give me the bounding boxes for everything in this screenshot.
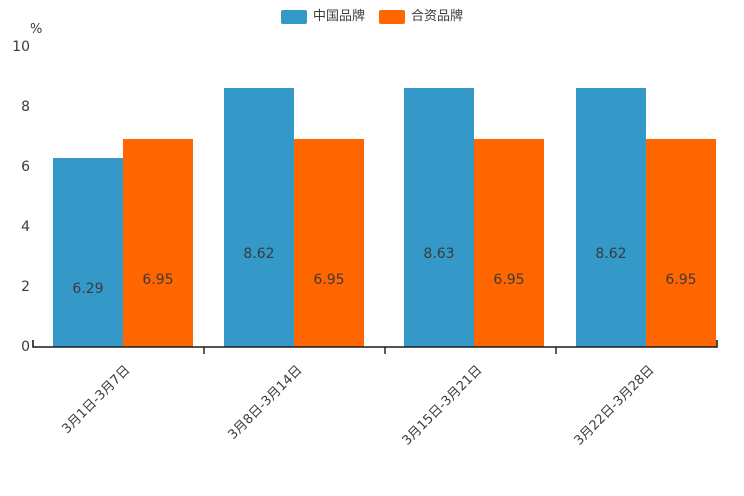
x-tick-label-group-1: 3月1日-3月7日: [59, 362, 134, 437]
y-tick-label-8: 8: [21, 99, 30, 115]
x-tick-label-group-3: 3月15日-3月21日: [399, 362, 486, 449]
bar-joint-venture-group-4[interactable]: 6.95: [646, 138, 716, 347]
y-axis-unit-label: %: [30, 22, 43, 37]
legend-item-china-brand[interactable]: 中国品牌: [280, 9, 365, 24]
bar-china-brand-group-2[interactable]: 8.62: [224, 88, 294, 347]
bar-joint-venture-group-2[interactable]: 6.95: [294, 138, 364, 347]
y-tick-label-4: 4: [21, 219, 30, 235]
bar-china-brand-group-4[interactable]: 8.62: [576, 88, 646, 347]
bar-value-joint-venture-group-4: 6.95: [665, 271, 697, 288]
bar-china-brand-group-3[interactable]: 8.63: [404, 88, 474, 347]
y-tick-label-0: 0: [21, 339, 30, 355]
bar-value-joint-venture-group-3: 6.95: [493, 271, 525, 288]
y-tick-label-2: 2: [21, 279, 30, 295]
y-tick-label-10: 10: [12, 39, 30, 55]
bar-joint-venture-group-1[interactable]: 6.95: [123, 138, 193, 347]
legend-item-joint-venture-brand[interactable]: 合资品牌: [379, 10, 463, 24]
legend-swatch-joint-venture-brand: [379, 10, 405, 24]
bar-value-china-brand-group-1: 6.29: [72, 281, 104, 298]
legend-swatch-china-brand: [280, 10, 307, 24]
bar-value-joint-venture-group-2: 6.95: [313, 271, 345, 288]
legend-label-china-brand: 中国品牌: [312, 9, 365, 24]
legend-label-joint-venture-brand: 合资品牌: [411, 9, 464, 24]
chart-legend: 中国品牌 合资品牌: [0, 10, 744, 24]
bar-value-china-brand-group-4: 8.62: [595, 246, 627, 263]
bar-value-joint-venture-group-1: 6.95: [142, 271, 174, 288]
x-tick-label-group-4: 3月22日-3月28日: [571, 362, 658, 449]
bar-value-china-brand-group-3: 8.63: [423, 246, 455, 263]
x-tick-label-group-2: 3月8日-3月14日: [225, 362, 306, 443]
bar-value-china-brand-group-2: 8.62: [243, 246, 275, 263]
bar-china-brand-group-1[interactable]: 6.29: [53, 158, 123, 347]
bar-joint-venture-group-3[interactable]: 6.95: [474, 138, 544, 347]
y-tick-label-6: 6: [21, 159, 30, 175]
